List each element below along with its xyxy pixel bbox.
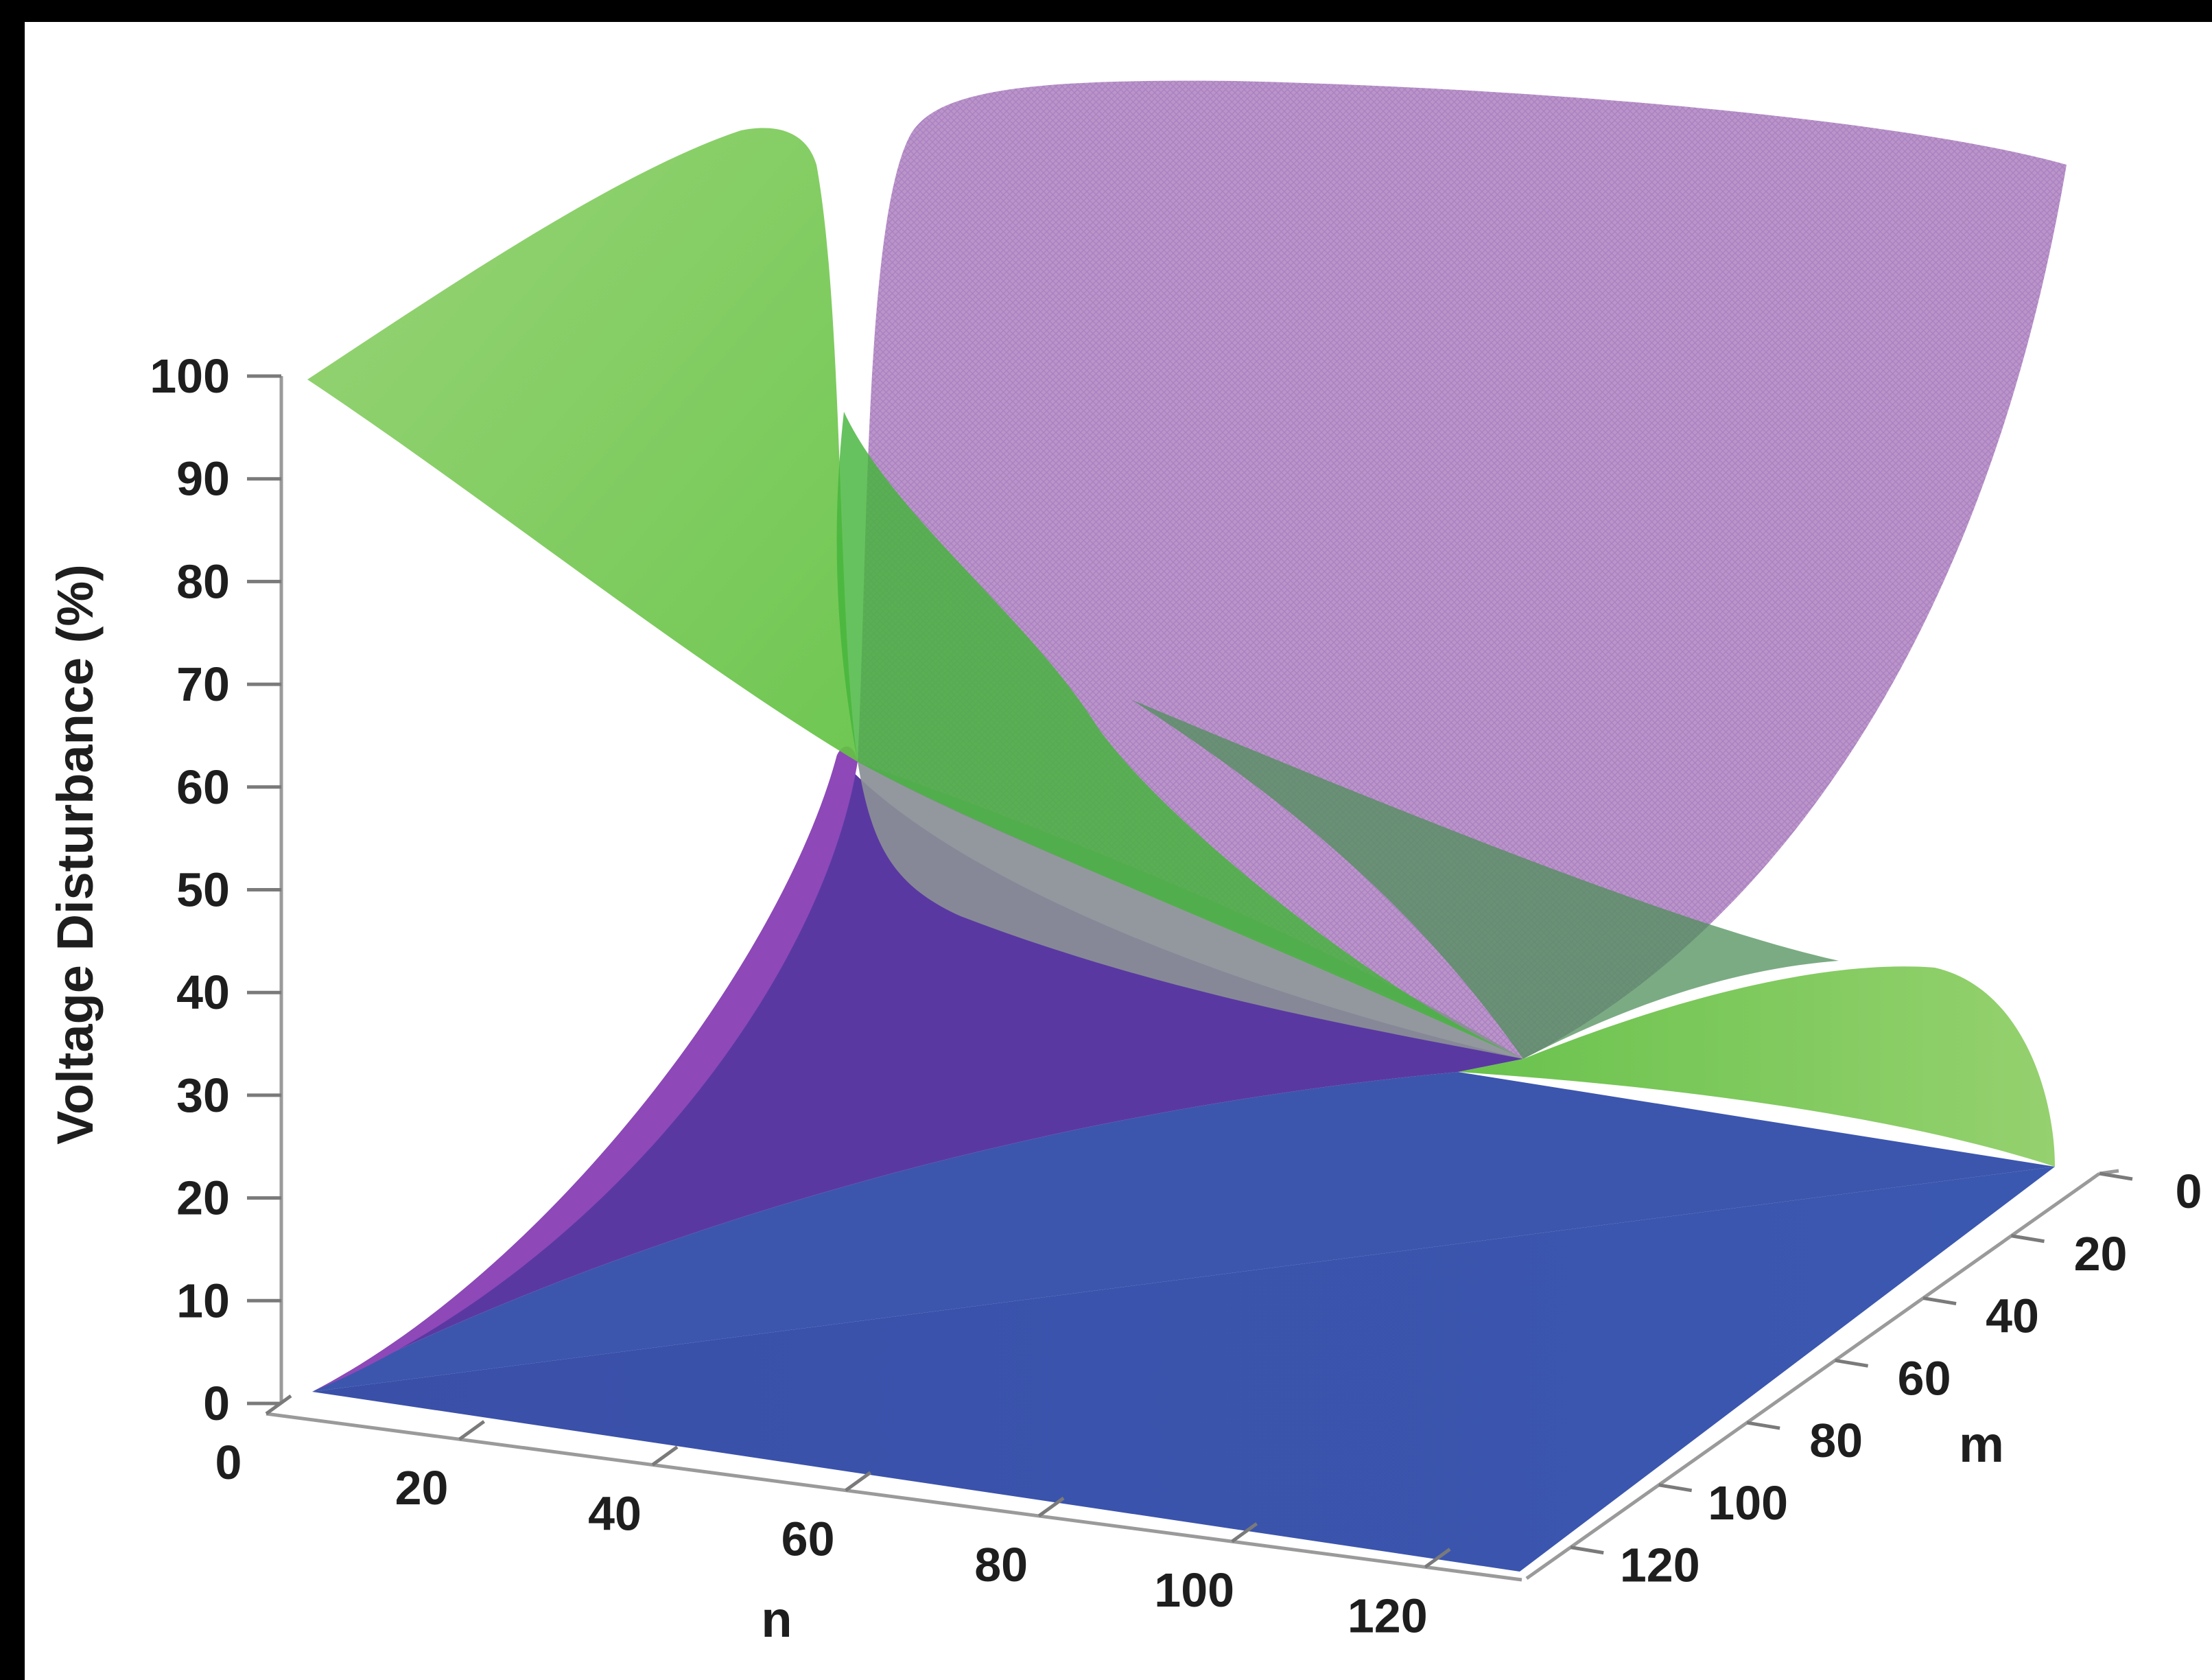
m-tick-label: 100 (1708, 1476, 1788, 1530)
surface-overlap-green (1132, 700, 1839, 1059)
surface-green-right (1458, 966, 2055, 1167)
n-axis-ticks: 0 20 40 60 80 100 120 (215, 1394, 1451, 1642)
z-axis-ticks: 0 10 20 30 40 50 60 70 80 90 100 (150, 349, 281, 1430)
n-tick-mark (1037, 1496, 1065, 1517)
n-tick-mark (651, 1445, 679, 1467)
surface-blue (312, 1167, 2055, 1572)
z-tick-label: 10 (176, 1274, 230, 1327)
m-tick-mark (1746, 1421, 1780, 1430)
m-tick-mark (2099, 1171, 2133, 1181)
n-tick-mark (1231, 1522, 1258, 1543)
m-tick-label: 0 (2176, 1165, 2202, 1218)
m-tick-mark (2011, 1234, 2045, 1244)
m-tick-label: 60 (1898, 1351, 1951, 1405)
z-tick-label: 70 (176, 657, 230, 711)
surface-green-band (836, 412, 1523, 1059)
n-axis-title: n (761, 1591, 792, 1648)
n-tick-label: 60 (781, 1513, 835, 1566)
m-tick-label: 20 (2074, 1227, 2128, 1281)
z-tick-label: 50 (176, 863, 230, 917)
n-tick-label: 20 (395, 1461, 449, 1515)
n-tick-label: 0 (215, 1436, 242, 1489)
m-tick-mark (1658, 1483, 1693, 1493)
n-tick-label: 40 (588, 1486, 642, 1540)
z-tick-label: 60 (176, 760, 230, 814)
frame-left (0, 0, 25, 1680)
z-tick-label: 90 (176, 452, 230, 506)
surface-purple-lower (312, 755, 1523, 1392)
n-tick-mark (458, 1420, 486, 1441)
n-tick-label: 100 (1154, 1563, 1234, 1617)
n-tick-mark (845, 1471, 872, 1492)
n-tick-mark (1424, 1548, 1451, 1569)
m-tick-mark (1570, 1545, 1604, 1555)
m-tick-label: 40 (1986, 1290, 2039, 1343)
m-tick-label: 120 (1620, 1539, 1700, 1592)
z-tick-label: 80 (176, 555, 230, 608)
z-tick-label: 100 (150, 349, 230, 403)
m-tick-mark (1922, 1296, 1957, 1306)
frame-top (0, 0, 2212, 22)
z-tick-label: 40 (176, 966, 230, 1019)
m-axis-title: m (1959, 1416, 2004, 1473)
surface-green-left (307, 128, 858, 762)
m-tick-mark (1835, 1358, 1869, 1368)
n-tick-label: 120 (1348, 1589, 1428, 1642)
surface-blue-edge (312, 1072, 2055, 1392)
n-tick-label: 80 (974, 1538, 1028, 1591)
z-axis-title: Voltage Disturbance (%) (47, 564, 104, 1145)
m-tick-label: 80 (1809, 1414, 1863, 1467)
z-tick-label: 20 (176, 1171, 230, 1225)
z-tick-label: 30 (176, 1069, 230, 1122)
m-axis-line (1525, 1171, 2101, 1580)
n-axis-line (266, 1412, 1522, 1582)
z-tick-label: 0 (203, 1377, 230, 1430)
n-tick-mark (265, 1394, 292, 1416)
